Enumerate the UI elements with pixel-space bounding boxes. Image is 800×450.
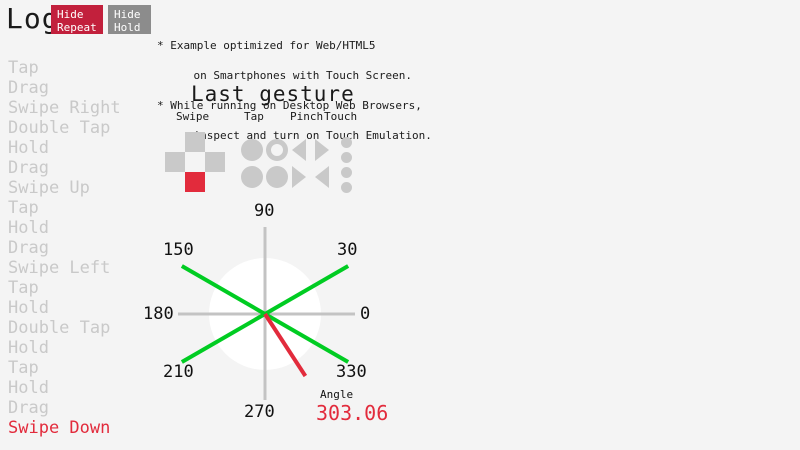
dial-tick-0: 0	[360, 304, 371, 324]
column-label-swipe: Swipe	[176, 110, 210, 123]
double-tap-indicator-icon-left	[241, 166, 263, 188]
log-item: Double Tap	[8, 318, 111, 338]
angle-label: Angle	[320, 388, 354, 401]
log-item: Tap	[8, 198, 39, 218]
page-title: Log	[6, 2, 60, 35]
log-item: Hold	[8, 378, 49, 398]
dial-tick-30: 30	[337, 240, 358, 260]
log-item: Tap	[8, 358, 39, 378]
dial-tick-210: 210	[163, 362, 194, 382]
hide-hold-button[interactable]: Hide Hold	[108, 5, 151, 34]
pinch-in-right-triangle-icon	[315, 166, 329, 188]
swipe-down-indicator-icon	[185, 172, 205, 192]
touch-point-icon-2	[341, 152, 352, 163]
note-line-2: on Smartphones with Touch Screen.	[193, 69, 413, 82]
tap-ring-indicator-icon	[266, 139, 288, 161]
swipe-up-indicator-icon	[185, 132, 205, 152]
log-item: Double Tap	[8, 118, 111, 138]
hide-repeat-button-line1: Hide	[57, 8, 84, 21]
hide-hold-button-line2: Hold	[114, 21, 141, 34]
log-item: Hold	[8, 298, 49, 318]
log-item: Drag	[8, 78, 49, 98]
column-label-pinch: Pinch	[290, 110, 324, 123]
log-item: Swipe Up	[8, 178, 90, 198]
note-line-1: * Example optimized for Web/HTML5	[157, 39, 376, 52]
pinch-out-left-triangle-icon	[292, 139, 306, 161]
log-item: Hold	[8, 338, 49, 358]
dial-tick-90: 90	[254, 201, 275, 221]
touch-point-icon-4	[341, 182, 352, 193]
touch-point-icon-3	[341, 167, 352, 178]
log-item: Swipe Down	[8, 418, 111, 438]
dial-tick-180: 180	[143, 304, 174, 324]
pinch-out-right-triangle-icon	[315, 139, 329, 161]
log-item: Swipe Right	[8, 98, 121, 118]
column-label-touch: Touch	[324, 110, 358, 123]
touch-point-icon-1	[341, 137, 352, 148]
last-gesture-title: Last gesture	[191, 82, 355, 106]
dial-tick-330: 330	[336, 362, 367, 382]
dial-tick-150: 150	[163, 240, 194, 260]
log-item: Tap	[8, 278, 39, 298]
log-item: Drag	[8, 238, 49, 258]
double-tap-indicator-icon-right	[266, 166, 288, 188]
gesture-log-list[interactable]: Tap Drag Swipe Right Double Tap Hold Drag Swip…	[8, 58, 158, 438]
column-label-tap: Tap	[244, 110, 264, 123]
log-item: Tap	[8, 58, 39, 78]
swipe-right-indicator-icon	[205, 152, 225, 172]
log-item: Hold	[8, 138, 49, 158]
angle-value: 303.06	[316, 401, 389, 425]
pinch-in-left-triangle-icon	[292, 166, 306, 188]
log-item: Hold	[8, 218, 49, 238]
note-line-3: * While running on Desktop Web Browsers,	[157, 99, 422, 112]
log-item: Drag	[8, 398, 49, 418]
log-item: Swipe Left	[8, 258, 111, 278]
log-item: Drag	[8, 158, 49, 178]
hide-repeat-button-line2: Repeat	[57, 21, 97, 34]
instructions-note: * Example optimized for Web/HTML5 on Sma…	[157, 8, 432, 158]
tap-indicator-icon	[241, 139, 263, 161]
swipe-left-indicator-icon	[165, 152, 185, 172]
hide-hold-button-line1: Hide	[114, 8, 141, 21]
hide-repeat-button[interactable]: Hide Repeat	[51, 5, 103, 34]
dial-tick-270: 270	[244, 402, 275, 422]
